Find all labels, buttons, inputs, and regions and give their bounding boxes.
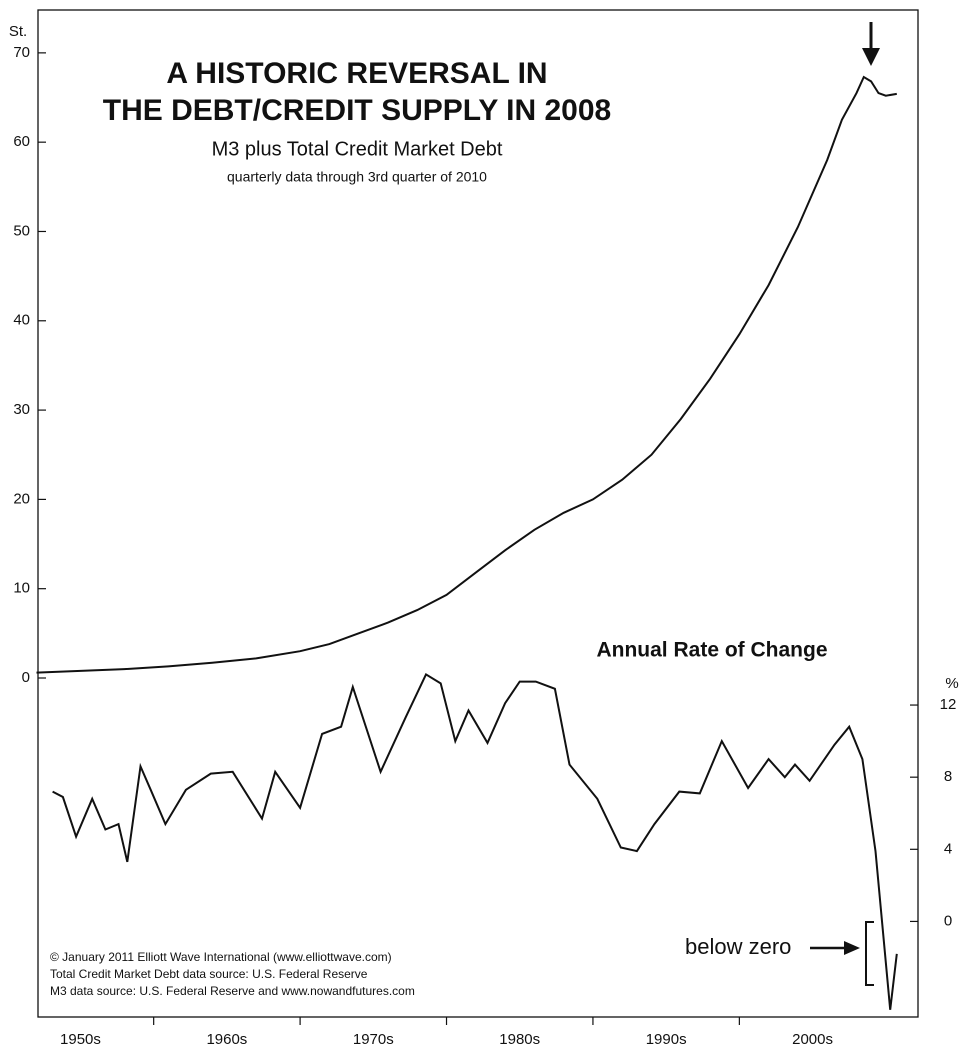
x-tick-label: 1960s bbox=[206, 1031, 247, 1048]
annotation-arrow bbox=[810, 22, 880, 986]
y-tick-label: 30 bbox=[13, 401, 30, 418]
y-tick-label: 40 bbox=[13, 312, 30, 329]
y-tick-label: 10 bbox=[13, 580, 30, 597]
plot-frame bbox=[37, 9, 919, 1018]
series-line bbox=[36, 75, 897, 674]
y-tick-label: 60 bbox=[13, 133, 30, 150]
chart-title: A HISTORIC REVERSAL IN THE DEBT/CREDIT SU… bbox=[103, 57, 611, 127]
chart-subtitle: M3 plus Total Credit Market Debt bbox=[212, 138, 503, 160]
y2-tick-label: 4 bbox=[944, 840, 952, 857]
y2-axis-label: % bbox=[945, 675, 958, 692]
annotation: below zero bbox=[685, 934, 791, 959]
y-axis-label: St. bbox=[9, 23, 27, 40]
y2-tick-label: 12 bbox=[940, 696, 957, 713]
chart-note: quarterly data through 3rd quarter of 20… bbox=[227, 169, 487, 185]
y2-tick-label: 0 bbox=[944, 912, 952, 929]
x-tick-label: 1970s bbox=[353, 1031, 394, 1048]
y-tick-label: 50 bbox=[13, 222, 30, 239]
x-tick-label: 2000s bbox=[792, 1031, 833, 1048]
source-note: M3 data source: U.S. Federal Reserve and… bbox=[50, 984, 415, 998]
panel-title: Annual Rate of Change bbox=[596, 639, 827, 662]
series-line bbox=[52, 672, 898, 1010]
source-note: © January 2011 Elliott Wave Internationa… bbox=[50, 950, 392, 964]
y-tick-label: 20 bbox=[13, 490, 30, 507]
y-tick-label: 70 bbox=[13, 44, 30, 61]
x-tick-label: 1990s bbox=[646, 1031, 687, 1048]
x-tick-label: 1950s bbox=[60, 1031, 101, 1048]
x-tick-label: 1980s bbox=[499, 1031, 540, 1048]
source-note: Total Credit Market Debt data source: U.… bbox=[50, 967, 368, 981]
y2-tick-label: 8 bbox=[944, 768, 952, 785]
y-tick-label: 0 bbox=[22, 669, 30, 686]
